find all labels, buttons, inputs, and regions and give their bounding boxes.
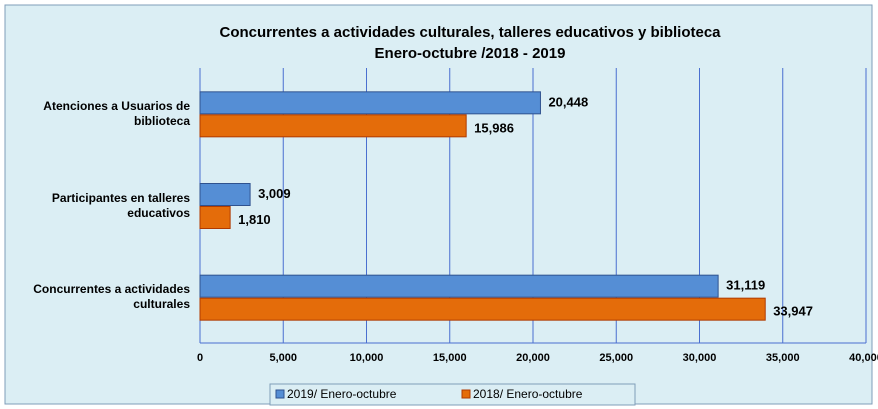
x-tick-label: 35,000 [766, 352, 800, 364]
legend-swatch [275, 389, 285, 399]
x-tick-label: 15,000 [433, 352, 467, 364]
bar [199, 206, 231, 229]
data-label: 31,119 [726, 278, 765, 293]
x-tick-label: 0 [197, 352, 203, 364]
data-label: 15,986 [474, 120, 514, 135]
y-tick-label: Atenciones a Usuarios de biblioteca [43, 98, 190, 128]
bar [199, 274, 719, 298]
data-label: 1,810 [238, 212, 271, 227]
legend-label: 2019/ Enero-octubre [287, 387, 397, 401]
chart-title: Concurrentes a actividades culturales, t… [219, 24, 721, 41]
data-label: 20,448 [548, 94, 588, 109]
chart-background [4, 4, 873, 405]
bar [199, 297, 766, 321]
legend-box [269, 383, 636, 406]
data-label: 3,009 [258, 186, 291, 201]
bar [199, 183, 251, 206]
x-tick-label: 20,000 [516, 352, 550, 364]
bar [199, 91, 541, 115]
bar [199, 114, 467, 138]
data-label: 33,947 [773, 304, 813, 319]
x-tick-label: 25,000 [599, 352, 633, 364]
chart-subtitle: Enero-octubre /2018 - 2019 [375, 45, 566, 62]
y-tick-label: Participantes en talleres educativos [51, 190, 190, 220]
legend-label: 2018/ Enero-octubre [473, 387, 583, 401]
x-tick-label: 5,000 [269, 352, 297, 364]
x-tick-label: 10,000 [350, 352, 384, 364]
x-tick-label: 40,000 [849, 352, 878, 364]
legend-swatch [461, 389, 471, 399]
x-tick-label: 30,000 [683, 352, 717, 364]
y-tick-label: Concurrentes a actividades culturales [33, 282, 190, 312]
